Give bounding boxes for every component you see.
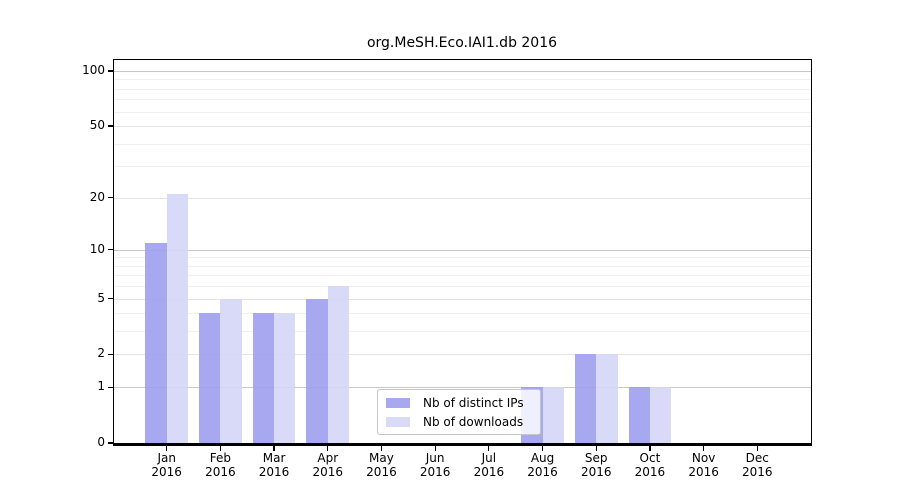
y-tick-label-10: 10 <box>89 241 105 256</box>
gridline-y-3 <box>113 331 811 333</box>
y-tick-label-2: 2 <box>97 346 105 361</box>
bar-distinct-ips-feb-2016 <box>198 313 221 443</box>
x-tick-aug-2016 <box>541 446 544 451</box>
bar-distinct-ips-jan-2016 <box>145 242 167 443</box>
x-tick-jun-2016 <box>434 446 436 451</box>
legend-swatch-downloads-icon <box>386 417 410 427</box>
gridline-y-10 <box>113 249 811 251</box>
x-tick-may-2016 <box>380 446 383 451</box>
y-axis-spine <box>113 59 115 443</box>
bar-distinct-ips-oct-2016 <box>628 387 650 443</box>
legend-row-distinct-ips: Nb of distinct IPs <box>386 396 532 410</box>
y-tick-100 <box>108 70 113 72</box>
x-tick-mar-2016 <box>273 446 275 451</box>
gridline-y-9 <box>113 257 811 259</box>
bar-distinct-ips-mar-2016 <box>252 313 275 443</box>
y-tick-1 <box>108 386 113 388</box>
bar-downloads-apr-2016 <box>327 286 350 443</box>
bar-distinct-ips-sep-2016 <box>574 354 597 443</box>
legend-label-distinct-ips: Nb of distinct IPs <box>423 396 524 410</box>
x-tick-nov-2016 <box>702 446 705 451</box>
plot-area: Nb of distinct IPs Nb of downloads <box>113 59 811 443</box>
gridline-y-80 <box>113 88 811 90</box>
x-tick-sep-2016 <box>595 446 597 451</box>
y-tick-50 <box>108 125 113 127</box>
gridline-y-6 <box>113 286 811 288</box>
legend-label-downloads: Nb of downloads <box>423 415 524 429</box>
x-tick-label-oct-2016: Oct 2016 <box>634 451 666 479</box>
y-tick-0 <box>108 442 113 444</box>
gridline-y-100 <box>113 70 811 72</box>
legend-swatch-distinct-ips-icon <box>386 398 410 408</box>
gridline-y-4 <box>113 313 811 315</box>
bar-downloads-aug-2016 <box>542 387 564 443</box>
x-tick-label-jul-2016: Jul 2016 <box>473 451 505 479</box>
y-tick-10 <box>108 249 113 251</box>
bar-downloads-mar-2016 <box>274 313 296 443</box>
bar-distinct-ips-apr-2016 <box>306 298 328 443</box>
y-tick-2 <box>108 353 113 356</box>
y-tick-label-1: 1 <box>97 379 105 394</box>
bar-downloads-jan-2016 <box>166 193 189 443</box>
gridline-y-50 <box>113 126 811 128</box>
x-axis-spine <box>113 443 812 446</box>
chart-title: org.MeSH.Eco.IAI1.db 2016 <box>366 35 558 51</box>
plot-frame-right <box>810 59 812 443</box>
gridline-y-20 <box>113 197 811 199</box>
gridline-y-30 <box>113 166 811 168</box>
gridline-y-60 <box>113 111 811 113</box>
gridline-y-2 <box>113 354 811 356</box>
y-tick-label-50: 50 <box>89 118 105 133</box>
x-tick-label-mar-2016: Mar 2016 <box>258 451 290 479</box>
x-tick-jul-2016 <box>488 446 490 451</box>
y-tick-label-20: 20 <box>89 189 105 204</box>
bar-downloads-sep-2016 <box>596 354 618 443</box>
x-tick-jan-2016 <box>166 446 168 451</box>
x-tick-label-may-2016: May 2016 <box>366 451 397 479</box>
gridline-y-7 <box>113 275 811 277</box>
gridline-y-1 <box>113 387 811 389</box>
bar-downloads-oct-2016 <box>649 387 672 443</box>
x-tick-label-jan-2016: Jan 2016 <box>151 451 182 479</box>
y-tick-20 <box>108 196 113 199</box>
y-tick-label-100: 100 <box>82 62 105 77</box>
x-tick-apr-2016 <box>327 446 329 451</box>
plot-frame-top <box>113 59 811 61</box>
gridline-y-90 <box>113 79 811 81</box>
x-tick-oct-2016 <box>649 446 651 451</box>
x-tick-dec-2016 <box>756 446 758 451</box>
y-tick-5 <box>108 297 113 300</box>
legend: Nb of distinct IPs Nb of downloads <box>377 389 541 435</box>
gridline-y-5 <box>113 298 811 300</box>
x-tick-label-dec-2016: Dec 2016 <box>742 451 773 479</box>
y-tick-label-0: 0 <box>97 435 105 449</box>
x-tick-label-sep-2016: Sep 2016 <box>580 451 612 479</box>
x-tick-label-apr-2016: Apr 2016 <box>312 451 344 479</box>
legend-row-downloads: Nb of downloads <box>386 415 532 429</box>
y-tick-label-5: 5 <box>97 290 105 305</box>
gridline-y-70 <box>113 99 811 101</box>
x-tick-label-nov-2016: Nov 2016 <box>688 451 719 479</box>
x-tick-label-jun-2016: Jun 2016 <box>419 451 451 479</box>
bar-downloads-feb-2016 <box>220 298 242 443</box>
x-tick-feb-2016 <box>219 446 222 451</box>
gridline-y-40 <box>113 143 811 145</box>
gridline-y-8 <box>113 265 811 267</box>
x-tick-label-feb-2016: Feb 2016 <box>205 451 236 479</box>
x-tick-label-aug-2016: Aug 2016 <box>527 451 558 479</box>
